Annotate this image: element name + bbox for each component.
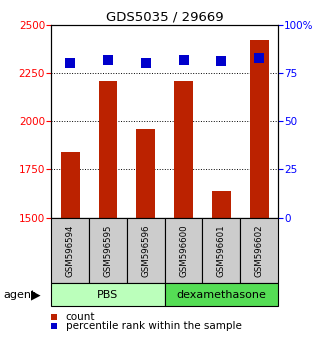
Point	[105, 57, 111, 62]
Bar	[89, 218, 127, 283]
Bar	[240, 218, 278, 283]
Text: count: count	[66, 312, 95, 322]
Text: percentile rank within the sample: percentile rank within the sample	[66, 321, 241, 331]
Text: PBS: PBS	[97, 290, 118, 300]
Bar	[174, 81, 193, 218]
Bar	[127, 218, 165, 283]
Point	[143, 61, 148, 66]
Bar	[51, 283, 165, 306]
Point	[257, 55, 262, 61]
Text: GSM596594: GSM596594	[66, 224, 75, 277]
Point	[68, 61, 73, 66]
Text: agent: agent	[3, 290, 36, 300]
Bar	[61, 152, 80, 218]
Bar	[203, 218, 240, 283]
Text: GSM596601: GSM596601	[217, 224, 226, 277]
Bar	[212, 191, 231, 218]
Text: ▶: ▶	[31, 288, 41, 301]
Text: GSM596600: GSM596600	[179, 224, 188, 277]
Point	[219, 59, 224, 64]
Text: dexamethasone: dexamethasone	[176, 290, 266, 300]
Bar	[165, 283, 278, 306]
Point	[181, 57, 186, 62]
Bar	[99, 81, 118, 218]
Bar	[136, 129, 155, 218]
Text: GSM596602: GSM596602	[255, 224, 264, 277]
Title: GDS5035 / 29669: GDS5035 / 29669	[106, 11, 223, 24]
Text: GSM596595: GSM596595	[104, 224, 113, 277]
Bar	[51, 218, 89, 283]
Text: GSM596596: GSM596596	[141, 224, 150, 277]
Bar	[165, 218, 203, 283]
Bar	[250, 40, 268, 218]
